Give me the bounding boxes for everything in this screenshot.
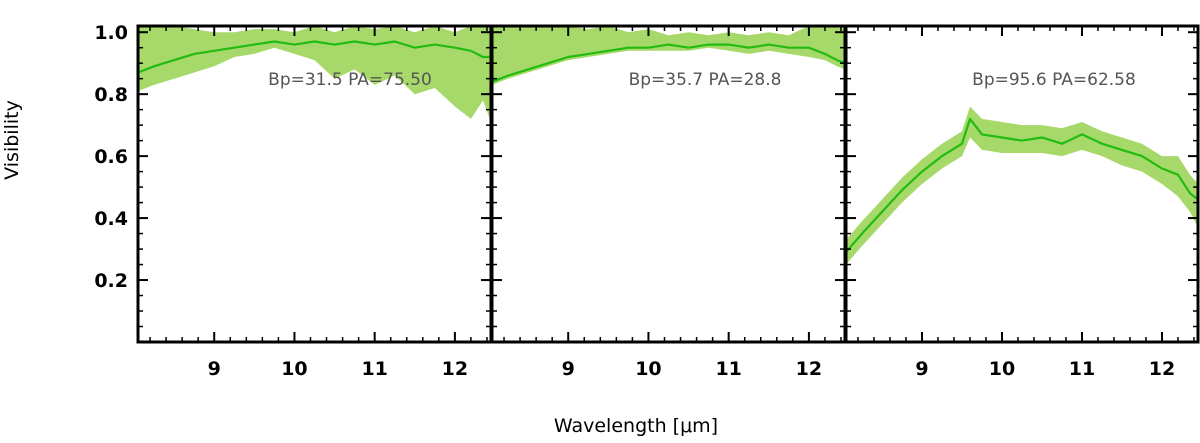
y-axis-title: Visibility <box>1 100 23 180</box>
y-tick-label-0.6: 0.6 <box>94 146 128 168</box>
visibility-line-3 <box>846 117 1198 253</box>
panel-frame-3 <box>844 24 1200 344</box>
y-tick-label-0.4: 0.4 <box>94 208 128 230</box>
x-tick-label-1-12: 12 <box>442 358 468 380</box>
panel-annotation-3: Bp=95.6 PA=62.58 <box>972 70 1136 90</box>
panel-1: 9 10 11 12 Bp=31.5 PA=75.50 <box>136 24 493 380</box>
visibility-line-2 <box>492 43 845 83</box>
x-tick-label-2-12: 12 <box>796 358 822 380</box>
panel-2: 9 10 11 12 Bp=35.7 PA=28.8 <box>490 24 847 380</box>
visibility-line-1 <box>138 40 491 74</box>
y-tick-label-0.8: 0.8 <box>94 84 128 106</box>
uncertainty-band-2 <box>492 26 845 85</box>
x-axis-title: Wavelength [μm] <box>554 415 718 437</box>
uncertainty-band-3 <box>846 106 1198 265</box>
x-tick-label-2-10: 10 <box>635 358 661 380</box>
x-tick-label-3-12: 12 <box>1149 358 1175 380</box>
panel-3: 9 10 11 12 Bp=95.6 PA=62.58 <box>844 24 1200 380</box>
x-tick-label-3-10: 10 <box>989 358 1015 380</box>
x-tick-label-1-11: 11 <box>361 358 387 380</box>
panels-layer: 9 10 11 12 Bp=31.5 PA=75.50 9 10 11 12 Bp=35.7 PA… <box>94 22 1200 380</box>
x-tick-label-1-9: 9 <box>208 358 221 380</box>
x-tick-label-2-11: 11 <box>715 358 741 380</box>
y-tick-label-0.2: 0.2 <box>94 270 128 292</box>
panel-annotation-1: Bp=31.5 PA=75.50 <box>268 70 432 90</box>
x-tick-label-3-9: 9 <box>915 358 928 380</box>
x-tick-label-2-9: 9 <box>562 358 575 380</box>
x-tick-label-3-11: 11 <box>1069 358 1095 380</box>
panel-annotation-2: Bp=35.7 PA=28.8 <box>629 70 782 90</box>
x-tick-label-1-10: 10 <box>281 358 307 380</box>
y-tick-label-1: 1.0 <box>94 22 128 44</box>
